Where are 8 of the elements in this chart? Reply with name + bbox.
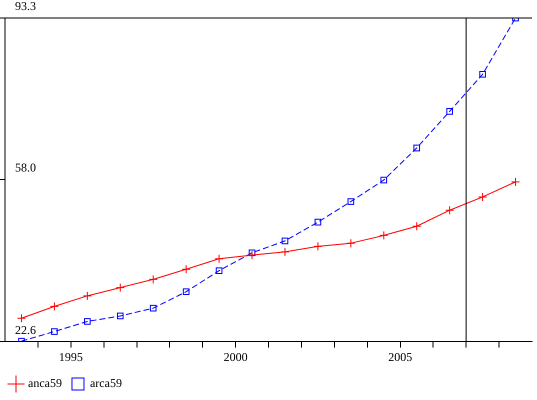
legend-label: anca59: [28, 376, 62, 390]
legend-label: arca59: [90, 376, 122, 390]
x-tick-label: 2005: [388, 350, 412, 364]
x-tick-label: 2000: [224, 350, 248, 364]
y-tick-label: 58.0: [15, 160, 36, 175]
y-tick-label: 93.3: [15, 0, 36, 14]
x-tick-label: 1995: [58, 350, 83, 364]
y-tick-label: 22.6: [15, 322, 36, 337]
